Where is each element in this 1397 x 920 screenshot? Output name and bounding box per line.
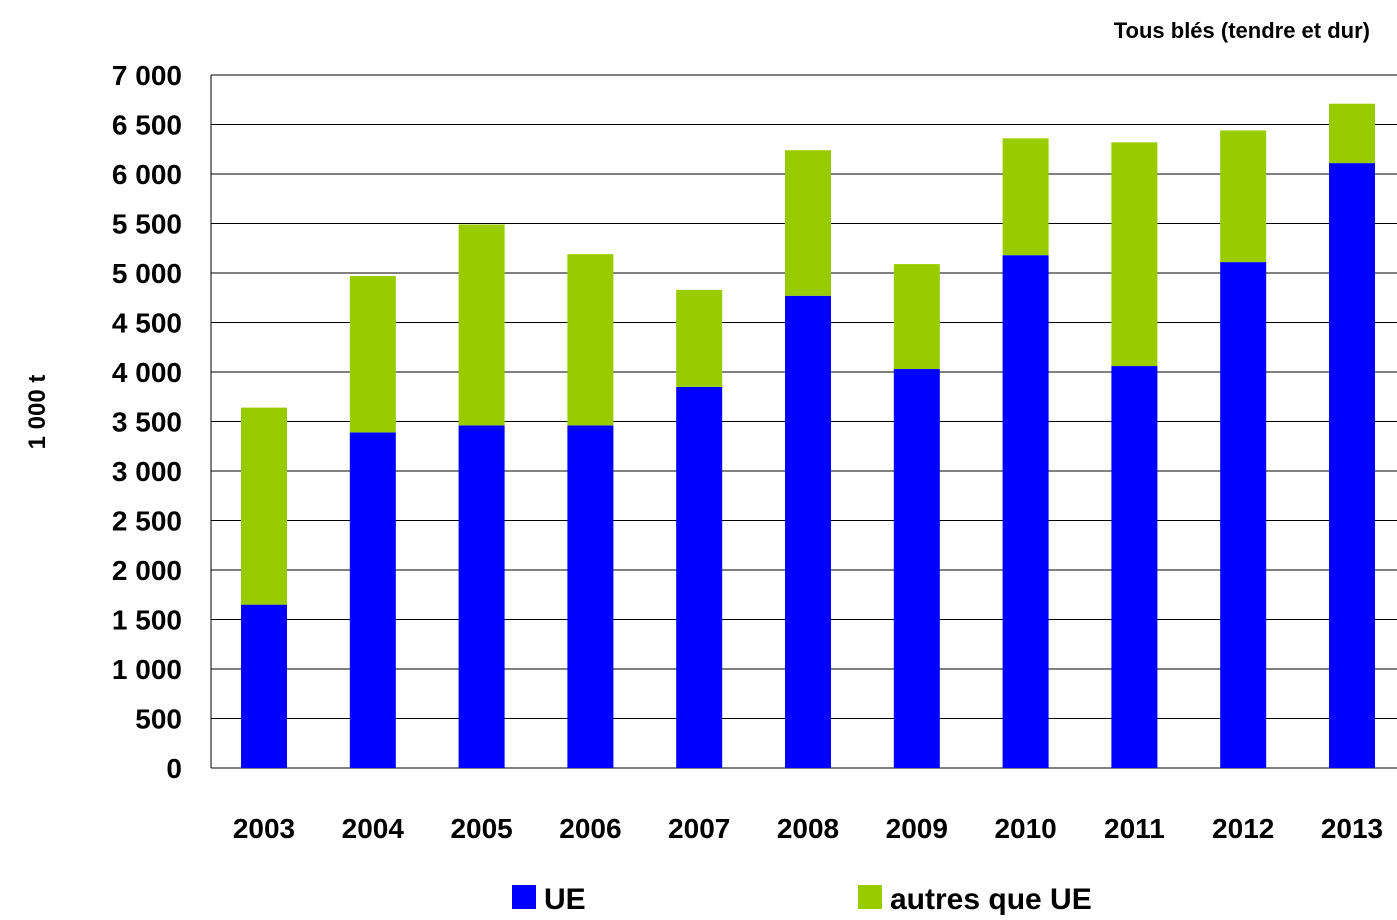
bar-segment	[458, 425, 505, 768]
y-tick-label: 0	[166, 753, 182, 784]
x-tick-label: 2008	[777, 813, 839, 844]
y-tick-label: 1 500	[112, 605, 182, 636]
y-tick-label: 2 500	[112, 506, 182, 537]
legend-label: autres que UE	[890, 883, 1092, 916]
chart-subtitle: Tous blés (tendre et dur)	[1114, 18, 1370, 43]
y-tick-labels: 0 500 1 000 1 500 2 000 2 500 3 000 3 500 4 000 4…	[112, 60, 182, 784]
y-tick-label: 6 000	[112, 159, 182, 190]
legend-swatch	[512, 885, 536, 909]
y-tick-label: 3 500	[112, 407, 182, 438]
bar-segment	[349, 275, 396, 433]
bar-segment	[1111, 142, 1158, 367]
bar-segment	[676, 289, 723, 387]
legend-label: UE	[544, 883, 586, 916]
bar-segment	[1329, 103, 1375, 164]
bar-segment	[349, 432, 396, 768]
bar-segment	[676, 386, 723, 768]
bar-segment	[1220, 130, 1267, 263]
y-tick-label: 5 000	[112, 258, 182, 289]
x-tick-label: 2010	[994, 813, 1056, 844]
x-tick-labels: 2003 2004 2005 2006 2007 2008 2009 2010 2011 2012…	[233, 813, 1383, 844]
bar-segment	[1111, 366, 1158, 768]
bar-segment	[241, 604, 287, 768]
y-tick-label: 1 000	[112, 654, 182, 685]
bar-segment	[567, 425, 614, 768]
legend: UE autres que UE	[512, 883, 1092, 916]
x-tick-label: 2007	[668, 813, 730, 844]
y-tick-label: 3 000	[112, 456, 182, 487]
x-tick-label: 2013	[1321, 813, 1383, 844]
y-tick-label: 7 000	[112, 60, 182, 91]
x-tick-label: 2011	[1104, 813, 1165, 844]
bar-segment	[458, 224, 505, 426]
bar-segment	[893, 264, 940, 370]
x-tick-label: 2004	[342, 813, 405, 844]
bar-segment	[567, 254, 614, 426]
y-tick-label: 4 000	[112, 357, 182, 388]
y-tick-label: 6 500	[112, 110, 182, 141]
y-tick-label: 5 500	[112, 209, 182, 240]
x-tick-label: 2005	[450, 813, 512, 844]
bar-segment	[893, 369, 940, 768]
x-tick-label: 2003	[233, 813, 295, 844]
y-tick-label: 4 500	[112, 308, 182, 339]
bar-segment	[1220, 262, 1267, 768]
y-tick-label: 2 000	[112, 555, 182, 586]
bar-segment	[1002, 138, 1049, 256]
bar-segment	[241, 407, 287, 605]
bar-segment	[785, 295, 831, 768]
bar-segment	[1002, 255, 1049, 768]
legend-swatch	[858, 885, 882, 909]
y-axis-label: 1 000 t	[24, 375, 51, 450]
x-tick-label: 2006	[559, 813, 621, 844]
bars-group	[241, 103, 1375, 769]
x-tick-label: 2012	[1212, 813, 1274, 844]
x-tick-label: 2009	[886, 813, 948, 844]
y-tick-label: 500	[135, 704, 182, 735]
bar-segment	[1329, 163, 1375, 769]
bar-segment	[785, 150, 831, 296]
